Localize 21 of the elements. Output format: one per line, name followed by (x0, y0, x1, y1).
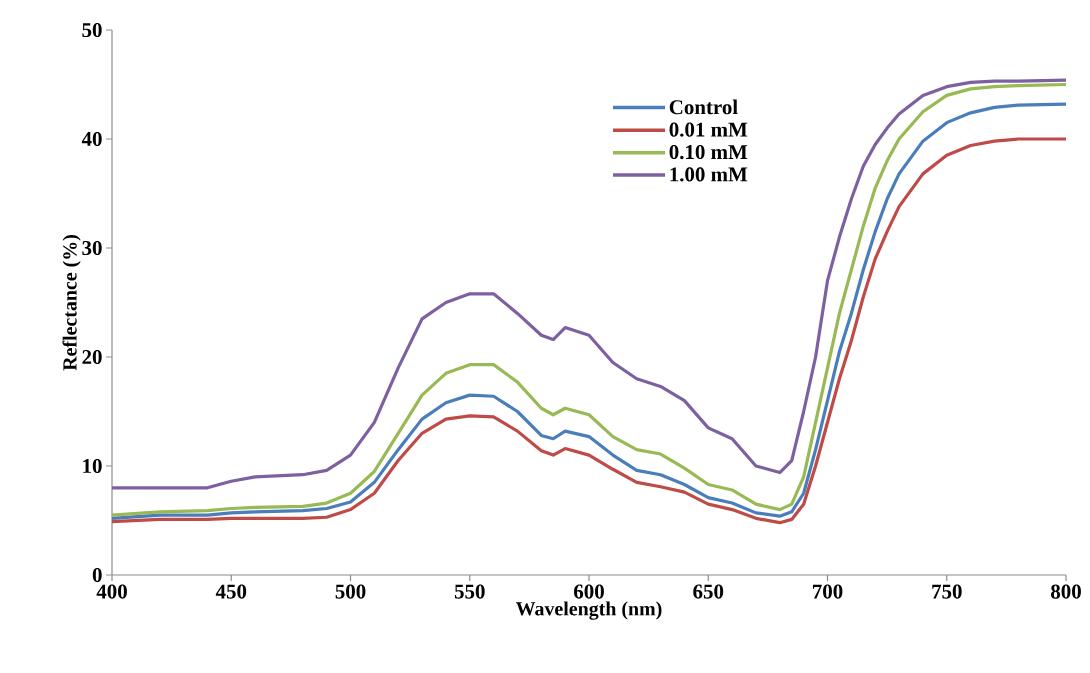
x-tick-label: 800 (1051, 584, 1081, 599)
x-tick-label: 400 (96, 584, 127, 599)
y-tick-label: 30 (82, 240, 102, 256)
x-tick-label: 600 (574, 584, 604, 599)
legend-label: Control (669, 99, 738, 115)
y-tick-label: 10 (83, 458, 102, 474)
y-tick-label: 50 (82, 22, 102, 38)
y-tick-label: 0 (92, 567, 102, 583)
x-tick-label: 450 (215, 584, 247, 599)
x-tick-label: 650 (693, 584, 724, 599)
x-tick-label: 750 (932, 584, 962, 599)
x-tick-label: 550 (454, 584, 485, 599)
x-axis-title: Wavelength (nm) (515, 601, 662, 620)
y-tick-label: 20 (82, 349, 102, 365)
x-tick-label: 500 (335, 584, 366, 599)
x-tick-label: 700 (813, 584, 843, 599)
legend-label: 1.00 mM (670, 167, 748, 182)
y-tick-label: 40 (81, 131, 102, 147)
legend-label: 0.10 mM (669, 144, 748, 160)
y-axis-title: Reflectance (%) (62, 235, 81, 371)
legend-label: 0.01 mM (669, 122, 748, 137)
